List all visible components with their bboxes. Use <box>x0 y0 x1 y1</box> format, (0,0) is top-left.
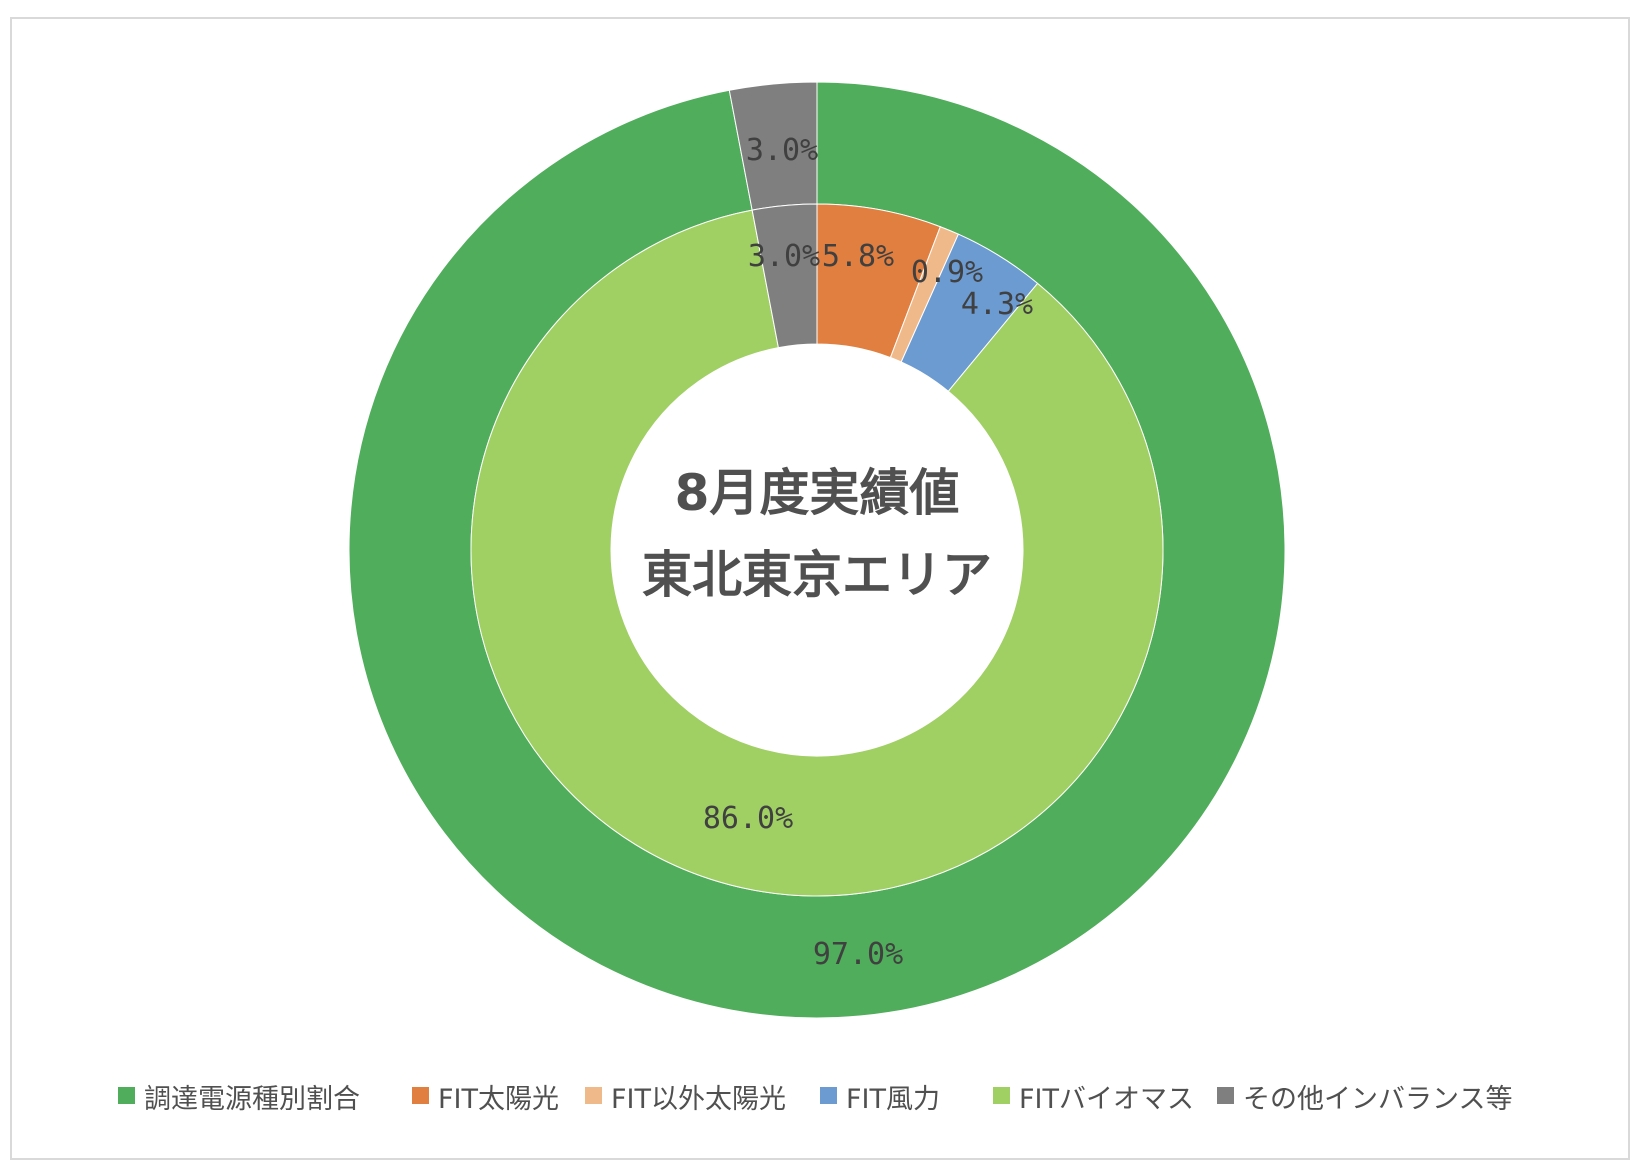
legend-swatch-5 <box>1217 1087 1234 1104</box>
inner-ring <box>470 203 1164 897</box>
legend: 調達電源種別割合 FIT太陽光 FIT以外太陽光 FIT風力 FITバイオマス その他イン… <box>118 1084 1512 1115</box>
data-labels: 97.0%3.0%5.8% 0.9%4.3%86.0%3.0% <box>703 133 1033 972</box>
legend-label-3: FIT風力 <box>846 1084 940 1115</box>
legend-swatch-4 <box>993 1087 1010 1104</box>
center-title-line-1: 8月度実績値 <box>675 464 960 522</box>
inner-ring-slice-4 <box>751 203 818 349</box>
inner-ring-data-label-2: 4.3% <box>961 287 1033 322</box>
inner-ring-data-label-0: 5.8% <box>822 239 894 274</box>
legend-label-2: FIT以外太陽光 <box>611 1084 786 1115</box>
center-title: 8月度実績値 東北東京エリア <box>642 464 992 604</box>
legend-label-1: FIT太陽光 <box>438 1084 559 1115</box>
legend-swatch-2 <box>585 1087 602 1104</box>
legend-swatch-3 <box>820 1087 837 1104</box>
outer-ring-data-label-1: 3.0% <box>746 133 818 168</box>
legend-label-4: FITバイオマス <box>1019 1084 1194 1115</box>
legend-swatch-0 <box>118 1087 135 1104</box>
inner-ring-data-label-3: 86.0% <box>703 801 793 836</box>
outer-ring-data-label-0: 97.0% <box>813 937 903 972</box>
center-title-line-2: 東北東京エリア <box>642 546 992 604</box>
inner-ring-slice-3 <box>470 209 1164 897</box>
legend-label-5: その他インバランス等 <box>1243 1084 1512 1115</box>
inner-ring-data-label-4: 3.0% <box>748 239 820 274</box>
legend-label-0: 調達電源種別割合 <box>144 1084 360 1115</box>
inner-ring-data-label-1: 0.9% <box>911 255 983 290</box>
legend-swatch-1 <box>412 1087 429 1104</box>
